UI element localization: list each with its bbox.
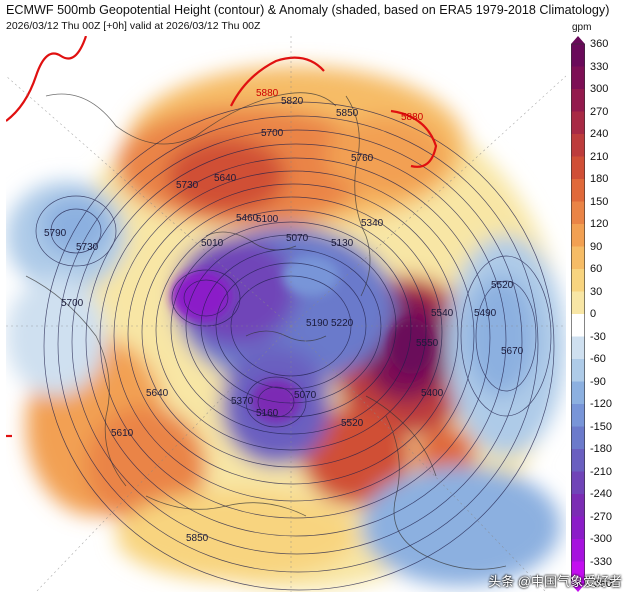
colorbar-segment	[571, 291, 585, 315]
colorbar-tick-label: 90	[590, 240, 603, 253]
colorbar-tick-label: -90	[590, 375, 606, 388]
colorbar-segment	[571, 134, 585, 157]
contour-label: 5730	[76, 242, 99, 253]
contour-5880-east	[390, 109, 438, 168]
colorbar-segment	[571, 201, 585, 225]
contour-label: 5730	[176, 180, 199, 191]
colorbar-segment	[571, 471, 585, 495]
colorbar-tick-label: -270	[590, 510, 613, 523]
contour-label: 5640	[146, 388, 169, 399]
colorbar-tick-label: 210	[590, 150, 609, 163]
contour-label: 5070	[294, 390, 317, 401]
colorbar-unit: gpm	[572, 22, 592, 33]
contour-label: 5520	[341, 418, 364, 429]
contour-label: 5700	[261, 128, 284, 139]
colorbar-tick-label: 0	[590, 308, 597, 320]
colorbar-tick-label: -360	[590, 578, 613, 590]
colorbar-bottom-arrow	[571, 584, 585, 592]
contour-label: 5160	[256, 408, 279, 419]
contour-label: 5100	[256, 214, 279, 225]
colorbar-segment	[571, 246, 585, 270]
colorbar-tick-label: 180	[590, 173, 609, 185]
anomaly-shading	[6, 66, 566, 591]
contour-label: 5520	[491, 280, 514, 291]
contour-label: 5540	[431, 308, 454, 319]
chart-subtitle: 2026/03/12 Thu 00Z [+0h] valid at 2026/0…	[6, 20, 261, 32]
chart-title: ECMWF 500mb Geopotential Height (contour…	[6, 3, 610, 17]
colorbar-segment	[571, 449, 585, 472]
contour-label: 5370	[231, 396, 254, 407]
colorbar-tick-label: 240	[590, 128, 609, 140]
colorbar-segment	[571, 269, 585, 292]
colorbar-tick-label: -240	[590, 488, 613, 500]
contour-label: 5700	[61, 298, 84, 309]
colorbar-segment	[571, 539, 585, 562]
contour-label: 5400	[421, 388, 444, 399]
colorbar-tick-label: 330	[590, 60, 609, 73]
graticule	[6, 36, 566, 592]
contour-label: 5460	[236, 213, 259, 224]
contour-5880-west	[6, 36, 88, 122]
contour-label: 5220	[331, 318, 354, 329]
map-svg: 5880 5880 5820 5850 5700 5760 5730 5640 …	[6, 36, 566, 592]
contour-label: 5070	[286, 233, 309, 244]
colorbar-tick-label: 120	[590, 218, 609, 230]
contour-label: 5790	[44, 228, 67, 239]
contour-label: 5880	[401, 112, 424, 123]
colorbar-tick-label: 300	[590, 83, 609, 95]
colorbar-tick-label: -300	[590, 533, 613, 545]
colorbar-segment	[571, 426, 585, 450]
polar-map: 5880 5880 5820 5850 5700 5760 5730 5640 …	[6, 36, 566, 592]
colorbar-tick-label: 270	[590, 105, 609, 118]
contour-label: 5760	[351, 153, 374, 164]
colorbar-segment	[571, 516, 585, 540]
contour-label: 5820	[281, 96, 304, 107]
contour-label: 5880	[256, 88, 279, 99]
colorbar-segment	[571, 314, 585, 337]
contour-label: 5610	[111, 428, 134, 439]
contour-labels: 5880 5880 5820 5850 5700 5760 5730 5640 …	[44, 88, 524, 544]
colorbar-tick-label: 360	[590, 38, 609, 50]
watermark: 头条 @中国气象爱好者	[488, 574, 622, 589]
colorbar-tick-label: -120	[590, 398, 613, 410]
colorbar	[571, 36, 585, 592]
colorbar-segment	[571, 404, 585, 427]
contour-label: 5850	[336, 108, 359, 119]
colorbar-segment	[571, 359, 585, 382]
colorbar-segment	[571, 561, 585, 585]
contour-label: 5490	[474, 308, 497, 319]
colorbar-segment	[571, 156, 585, 180]
colorbar-tick-label: -30	[590, 330, 606, 343]
colorbar-tick-label: -210	[590, 465, 613, 478]
colorbar-tick-label: -330	[590, 555, 613, 568]
colorbar-segment	[571, 179, 585, 202]
contour-5880-north	[230, 56, 325, 107]
contour-label: 5550	[416, 338, 439, 349]
colorbar-tick-label: -150	[590, 420, 613, 433]
colorbar-tick-label: -60	[590, 353, 606, 365]
contour-label: 5340	[361, 218, 384, 229]
colorbar-tick-label: 60	[590, 263, 603, 275]
colorbar-segment	[571, 111, 585, 135]
contour-label: 5670	[501, 346, 524, 357]
colorbar-segment	[571, 44, 585, 67]
contour-label: 5010	[201, 238, 224, 249]
contour-label: 5640	[214, 173, 237, 184]
contour-label: 5190	[306, 318, 329, 329]
contour-label: 5130	[331, 238, 354, 249]
colorbar-segment	[571, 66, 585, 90]
contour-label: 5850	[186, 533, 209, 544]
colorbar-segment	[571, 89, 585, 112]
contour-5880-lines	[6, 36, 438, 438]
colorbar-tick-label: 30	[590, 285, 603, 298]
colorbar-segment	[571, 224, 585, 247]
colorbar-top-arrow	[571, 36, 585, 44]
colorbar-segment	[571, 494, 585, 517]
colorbar-tick-label: -180	[590, 443, 613, 455]
colorbar-segment	[571, 336, 585, 360]
colorbar-segment	[571, 381, 585, 405]
colorbar-tick-label: 150	[590, 195, 609, 208]
